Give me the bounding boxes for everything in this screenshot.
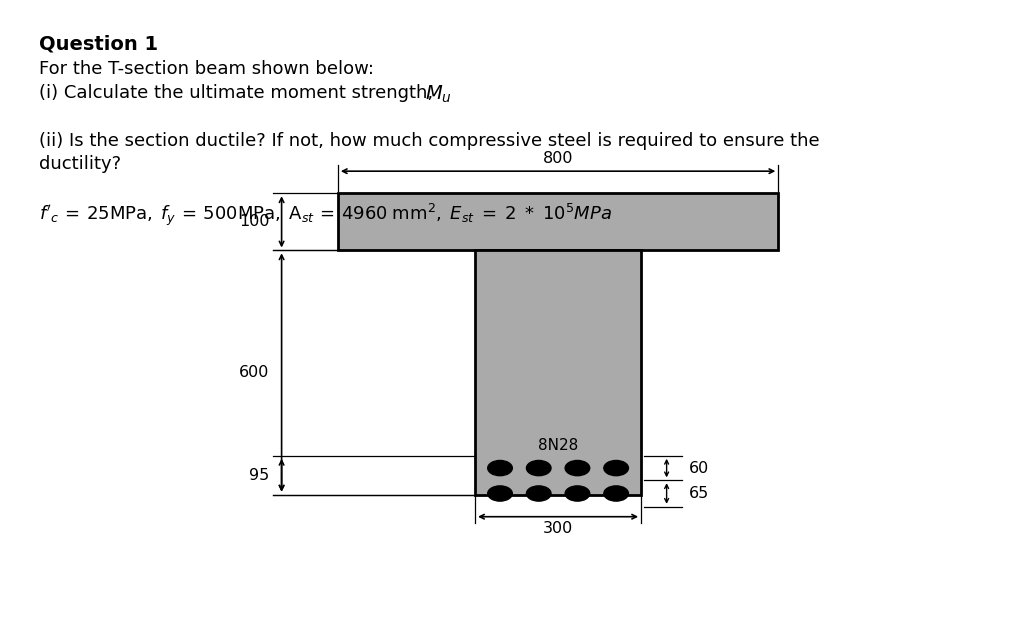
- Text: 100: 100: [239, 214, 269, 230]
- Text: $f'_c$$\,=\,$$\mathrm{25MPa,}$$\;f_y\,=\,$$\mathrm{500MPa,}$$\;\mathrm{A}_{st}\,: $f'_c$$\,=\,$$\mathrm{25MPa,}$$\;f_y\,=\…: [39, 202, 612, 228]
- Circle shape: [487, 486, 512, 501]
- Bar: [338, 193, 778, 250]
- Text: For the T-section beam shown below:: For the T-section beam shown below:: [39, 60, 374, 78]
- Text: 800: 800: [543, 151, 573, 166]
- Text: 65: 65: [689, 486, 710, 501]
- Text: 300: 300: [543, 521, 573, 536]
- Circle shape: [604, 460, 629, 476]
- Text: (ii) Is the section ductile? If not, how much compressive steel is required to e: (ii) Is the section ductile? If not, how…: [39, 132, 819, 150]
- Bar: [475, 250, 641, 495]
- Text: 8N28: 8N28: [538, 437, 579, 453]
- Text: 60: 60: [689, 460, 710, 476]
- Text: ductility?: ductility?: [39, 155, 121, 173]
- Text: Question 1: Question 1: [39, 35, 158, 54]
- Circle shape: [565, 486, 590, 501]
- Circle shape: [526, 486, 551, 501]
- Text: (i) Calculate the ultimate moment strength,: (i) Calculate the ultimate moment streng…: [39, 84, 444, 101]
- Circle shape: [565, 460, 590, 476]
- Circle shape: [487, 460, 512, 476]
- Circle shape: [526, 460, 551, 476]
- Text: $\mathit{M_u}$: $\mathit{M_u}$: [425, 84, 452, 105]
- Circle shape: [604, 486, 629, 501]
- Text: 95: 95: [249, 468, 269, 482]
- Text: 600: 600: [239, 365, 269, 380]
